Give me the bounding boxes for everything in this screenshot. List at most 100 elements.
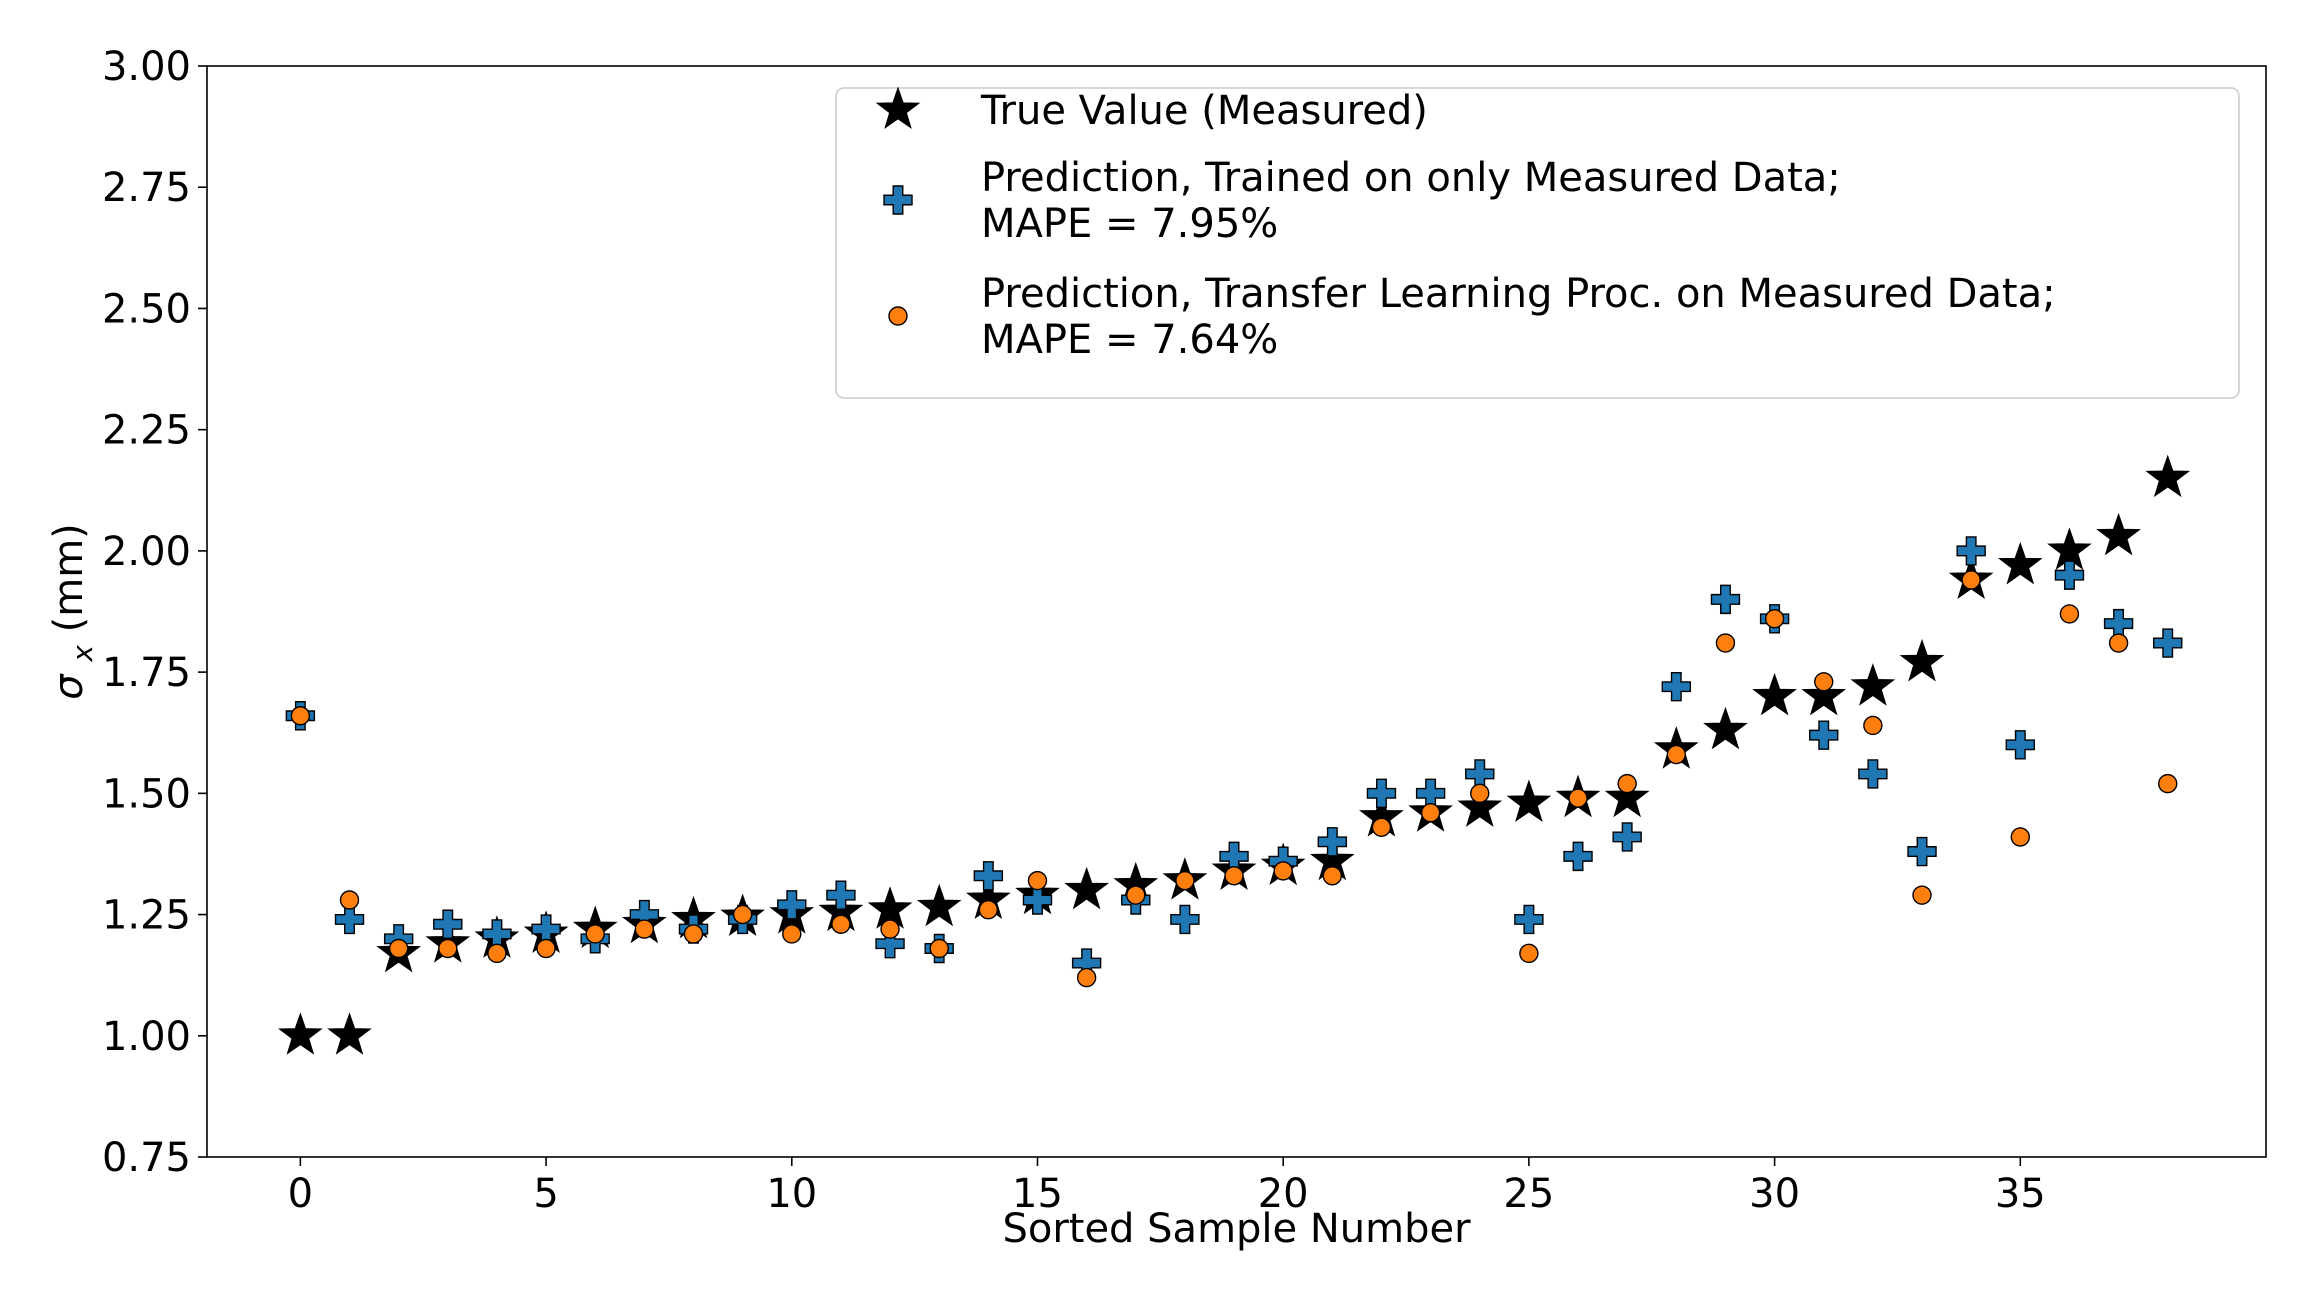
prediction-transfer-circle-point — [585, 924, 605, 944]
prediction-measured-plus-point — [2054, 560, 2085, 590]
true-value-star-point — [2096, 512, 2141, 556]
prediction-transfer-circle-point — [1617, 773, 1637, 794]
prediction-transfer-circle-point — [2059, 604, 2080, 624]
y-axis-label-unit: (mm) — [46, 523, 92, 632]
y-tick-label: 1.75 — [102, 650, 191, 696]
true-value-star-point — [2047, 527, 2092, 570]
legend-label: Prediction, Transfer Learning Proc. on M… — [981, 271, 2056, 317]
true-value-star-point — [1850, 663, 1896, 706]
prediction-transfer-circle-point — [1568, 788, 1588, 808]
prediction-measured-plus-point — [2005, 730, 2035, 760]
true-value-star-point — [2145, 454, 2191, 498]
prediction-transfer-circle-point — [1519, 943, 1539, 964]
prediction-measured-plus-point — [1956, 536, 1986, 566]
prediction-transfer-circle-point — [487, 943, 507, 964]
true-value-star-point — [916, 883, 962, 927]
prediction-transfer-circle-point — [1027, 870, 1048, 891]
prediction-transfer-circle-point — [1470, 783, 1490, 804]
x-tick-label: 5 — [533, 1171, 558, 1217]
y-axis-label-sigma: σ — [46, 673, 92, 700]
legend: True Value (Measured) Prediction, Trained… — [835, 86, 2240, 399]
prediction-measured-plus-point — [2153, 628, 2183, 658]
y-tick-label: 2.00 — [102, 529, 191, 575]
true-value-star-point — [867, 886, 913, 929]
prediction-transfer-circle-point — [1715, 633, 1736, 653]
legend-prediction-measured-plus — [883, 185, 913, 215]
x-axis-label: Sorted Sample Number — [1002, 1206, 1471, 1252]
prediction-measured-plus-point — [1612, 822, 1642, 852]
true-value-star-point — [1064, 866, 1109, 910]
true-value-star-point — [1899, 638, 1945, 682]
y-tick-label: 3.00 — [102, 44, 191, 90]
prediction-measured-plus-point — [1563, 841, 1593, 872]
prediction-measured-plus-point — [973, 861, 1004, 891]
prediction-transfer-circle-point — [2108, 633, 2129, 653]
prediction-measured-plus-point — [826, 880, 856, 910]
y-axis-ticks: 0.75 1.00 1.25 1.50 1.75 2.00 2.25 2.50 2.75 3.00 — [102, 44, 207, 1181]
prediction-transfer-circle-point — [1814, 672, 1834, 692]
legend-label: True Value (Measured) — [980, 88, 1428, 134]
true-value-star-point — [1752, 672, 1797, 716]
true-value-star-point — [277, 1012, 323, 1055]
prediction-transfer-circle-point — [1863, 715, 1883, 736]
x-tick-label: 0 — [288, 1171, 313, 1217]
prediction-measured-plus-point — [777, 890, 807, 920]
prediction-transfer-circle-point — [388, 938, 409, 959]
x-tick-label: 10 — [766, 1171, 817, 1217]
prediction-transfer-circle-point — [634, 919, 655, 939]
prediction-measured-plus-point — [1710, 584, 1741, 615]
prediction-measured-plus-point — [1858, 759, 1888, 789]
true-value-star-point — [1604, 774, 1650, 818]
series-3 — [290, 570, 2178, 988]
prediction-transfer-circle-point — [1224, 866, 1244, 886]
y-tick-label: 2.25 — [102, 408, 191, 454]
legend-label: MAPE = 7.95% — [981, 201, 1278, 247]
prediction-transfer-circle-point — [1126, 885, 1146, 905]
prediction-transfer-circle-point — [1273, 861, 1293, 881]
y-tick-label: 0.75 — [102, 1135, 191, 1181]
prediction-transfer-circle-point — [978, 900, 999, 920]
prediction-transfer-circle-point — [290, 706, 311, 726]
legend-true-value-star — [875, 86, 921, 130]
prediction-transfer-circle-point — [1322, 866, 1343, 886]
true-value-star-point — [1506, 779, 1552, 823]
prediction-transfer-circle-point — [1912, 885, 1932, 905]
prediction-measured-plus-point — [1809, 720, 1839, 750]
prediction-measured-plus-point — [1661, 671, 1692, 702]
prediction-transfer-circle-point — [831, 914, 851, 934]
x-tick-label: 35 — [1995, 1171, 2046, 1217]
prediction-transfer-circle-point — [880, 919, 900, 939]
true-value-star-point — [1801, 672, 1847, 716]
prediction-measured-plus-point — [875, 928, 905, 959]
prediction-transfer-circle-point — [782, 924, 802, 944]
x-tick-label: 30 — [1749, 1171, 1800, 1217]
legend-label: MAPE = 7.64% — [981, 317, 1278, 363]
plot-area-frame — [206, 65, 2267, 1158]
prediction-transfer-circle-point — [1420, 803, 1441, 823]
prediction-transfer-circle-point — [1961, 570, 1981, 590]
prediction-transfer-circle-point — [1764, 609, 1785, 629]
true-value-star-point — [1457, 784, 1503, 827]
prediction-measured-plus-point — [1170, 904, 1200, 935]
prediction-transfer-circle-point — [732, 904, 753, 925]
y-tick-label: 2.75 — [102, 165, 191, 211]
prediction-measured-plus-point — [433, 909, 463, 939]
prediction-transfer-circle-point — [683, 924, 704, 944]
prediction-measured-plus-point — [1317, 827, 1348, 857]
y-tick-label: 1.25 — [102, 893, 191, 939]
prediction-measured-plus-point — [1907, 836, 1937, 867]
prediction-measured-plus-point — [1366, 778, 1397, 809]
true-value-star-point — [1997, 541, 2043, 585]
prediction-measured-plus-point — [1514, 904, 1544, 935]
prediction-transfer-circle-point — [2158, 773, 2178, 794]
x-axis-ticks: 0 5 10 15 20 25 30 35 — [288, 1157, 2046, 1217]
prediction-transfer-circle-point — [1371, 817, 1392, 837]
prediction-transfer-circle-point — [438, 938, 458, 959]
x-tick-label: 15 — [1012, 1171, 1063, 1217]
prediction-measured-plus-point — [1022, 885, 1053, 915]
legend-label: Prediction, Trained on only Measured Dat… — [981, 155, 1841, 201]
prediction-transfer-circle-point — [339, 890, 360, 910]
legend-box — [835, 87, 2240, 399]
prediction-transfer-circle-point — [929, 938, 949, 959]
